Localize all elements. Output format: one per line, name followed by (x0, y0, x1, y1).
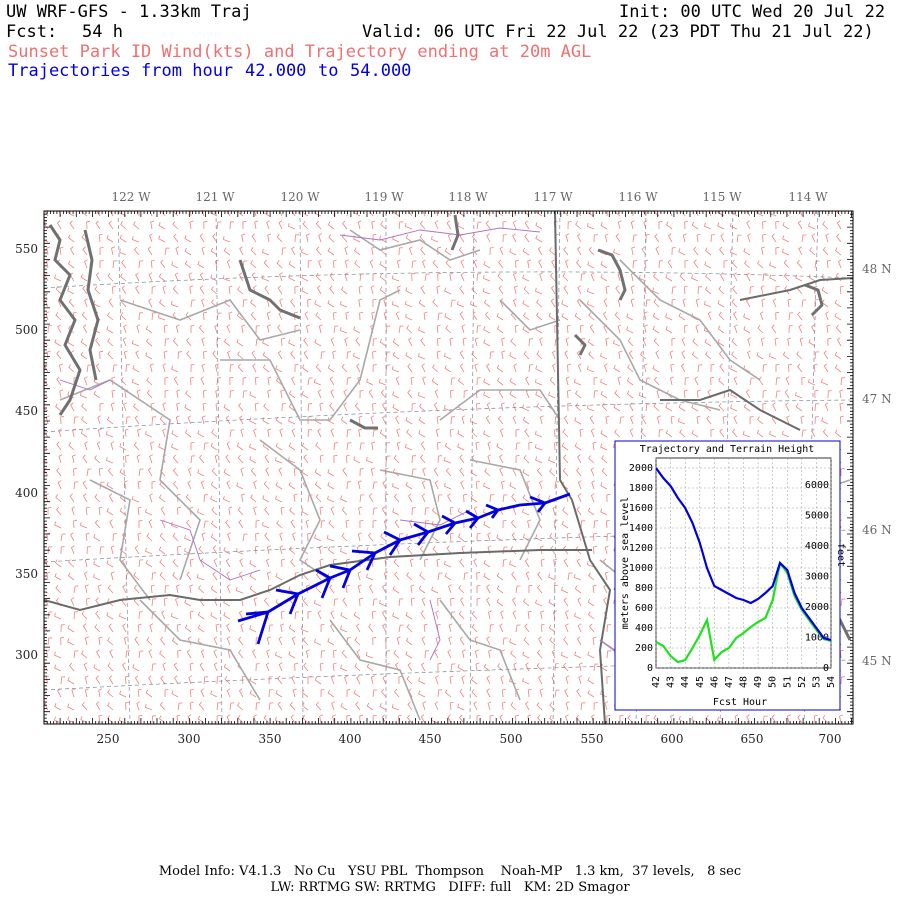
y-tick-label: 400 (15, 486, 38, 500)
inset-left-tick: 0 (647, 663, 653, 674)
longitude-label: 119 W (364, 190, 404, 204)
x-tick-label: 600 (661, 732, 684, 746)
trajectory-arrows (245, 495, 548, 645)
inset-x-tick: 47 (724, 676, 735, 688)
inset-left-tick: 800 (635, 583, 653, 594)
latitude-label: 46 N (862, 523, 892, 537)
inset-chart: Trajectory and Terrain Height 2000180016… (614, 440, 846, 711)
inset-right-tick-labels: 6000 5000 4000 3000 2000 1000 0 (805, 480, 829, 674)
x-axis-tick-labels: 250 300 350 400 450 500 550 600 650 700 (97, 732, 842, 746)
latitude-labels: 48 N 47 N 46 N 45 N (862, 262, 892, 668)
inset-left-tick: 600 (635, 603, 653, 614)
longitude-label: 121 W (195, 190, 235, 204)
forecast-label: Fcst: (6, 22, 58, 42)
trajectory (237, 492, 571, 645)
x-tick-label: 550 (581, 732, 604, 746)
inset-left-tick: 400 (635, 623, 653, 634)
inset-x-tick: 43 (666, 676, 677, 688)
inset-left-tick: 1400 (629, 523, 653, 534)
longitude-label: 115 W (702, 190, 742, 204)
trajectory-to-word: to (318, 61, 339, 81)
forecast-hour: 54 h (82, 22, 123, 42)
inset-right-tick: 4000 (805, 541, 829, 552)
inset-x-tick: 48 (739, 676, 750, 688)
x-tick-label: 700 (819, 732, 842, 746)
latitude-label: 47 N (862, 392, 892, 406)
y-tick-label: 300 (15, 648, 38, 662)
inset-right-tick: 6000 (805, 480, 829, 491)
map-title: UW WRF-GFS - 1.33km Traj (6, 2, 252, 22)
x-tick-label: 400 (339, 732, 362, 746)
model-info-line2: LW: RRTMG SW: RRTMG DIFF: full KM: 2D Sm… (270, 880, 630, 895)
frame-ticks (43, 210, 853, 724)
inset-x-tick: 53 (811, 676, 822, 688)
inset-right-tick: 5000 (805, 511, 829, 522)
inset-left-tick: 1600 (629, 503, 653, 514)
inset-left-tick: 1000 (629, 563, 653, 574)
longitude-label: 117 W (533, 190, 573, 204)
inset-right-axis-label: feet (835, 543, 846, 567)
inset-x-tick: 46 (709, 676, 720, 688)
longitude-label: 122 W (111, 190, 151, 204)
inset-series-terrain-height (656, 467, 831, 642)
inset-x-tick: 50 (768, 676, 779, 688)
map-subtitle: Sunset Park ID Wind(kts) and Trajectory … (8, 42, 592, 62)
inset-x-tick: 45 (695, 676, 706, 688)
longitude-label: 114 W (788, 190, 828, 204)
trajectory-path (237, 492, 571, 623)
x-tick-label: 500 (500, 732, 523, 746)
inset-right-tick: 1000 (805, 633, 829, 644)
inset-title: Trajectory and Terrain Height (640, 444, 815, 455)
longitude-label: 120 W (280, 190, 320, 204)
inset-x-tick: 52 (797, 676, 808, 688)
valid-time: Valid: 06 UTC Fri 22 Jul 22 (23 PDT Thu … (362, 22, 874, 42)
inset-x-tick: 49 (753, 676, 764, 688)
inset-x-tick: 54 (826, 676, 837, 688)
x-tick-label: 650 (741, 732, 764, 746)
inset-x-axis-label: Fcst Hour (713, 697, 767, 708)
y-tick-label: 450 (15, 404, 38, 418)
latitude-label: 45 N (862, 654, 892, 668)
inset-background (614, 440, 841, 711)
trajectory-to: 54.000 (350, 61, 412, 81)
inset-left-tick: 1200 (629, 543, 653, 554)
y-axis-tick-labels: 550 500 450 400 350 300 (15, 242, 38, 662)
latitude-label: 48 N (862, 262, 892, 276)
rivers (59, 227, 781, 661)
inset-grid (655, 458, 832, 669)
inset-left-tick: 1800 (629, 483, 653, 494)
inset-x-tick: 51 (782, 676, 793, 688)
trajectory-from: 42.000 (245, 61, 307, 81)
inset-left-tick: 2000 (629, 463, 653, 474)
y-tick-label: 350 (15, 567, 38, 581)
trajectory-range-label: Trajectories from hour (8, 61, 234, 81)
x-tick-label: 350 (259, 732, 282, 746)
inset-right-tick: 3000 (805, 572, 829, 583)
longitude-label: 118 W (448, 190, 488, 204)
inset-right-tick: 2000 (805, 602, 829, 613)
x-tick-label: 250 (97, 732, 120, 746)
inset-x-tick: 42 (651, 676, 662, 688)
map-frame (43, 210, 854, 725)
inset-left-tick: 200 (635, 643, 653, 654)
inset-x-tick: 44 (680, 676, 691, 688)
inset-right-tick: 0 (823, 663, 829, 674)
init-time: Init: 00 UTC Wed 20 Jul 22 (619, 2, 886, 22)
water-bodies (48, 214, 852, 641)
x-tick-label: 300 (178, 732, 201, 746)
longitude-label: 116 W (618, 190, 658, 204)
y-tick-label: 500 (15, 323, 38, 337)
y-tick-label: 550 (15, 242, 38, 256)
inset-series-trajectory-height (656, 560, 831, 664)
model-info-line1: Model Info: V4.1.3 No Cu YSU PBL Thompso… (158, 864, 742, 879)
inset-x-tick-labels: 42 43 44 45 46 47 48 49 50 51 52 53 54 (651, 676, 837, 688)
inset-left-axis-label: meters above sea level (620, 497, 631, 629)
longitude-labels: 122 W 121 W 120 W 119 W 118 W 117 W 116 W 115 W… (111, 190, 828, 204)
x-tick-label: 450 (419, 732, 442, 746)
